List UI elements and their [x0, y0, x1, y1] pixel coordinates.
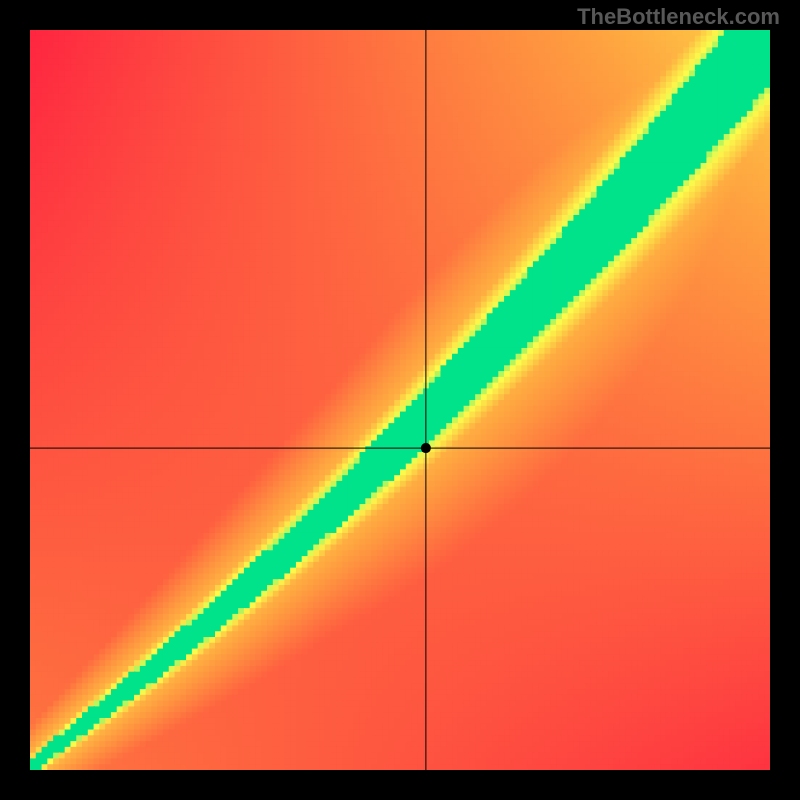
figure-root: TheBottleneck.com — [0, 0, 800, 800]
watermark-text: TheBottleneck.com — [577, 4, 780, 30]
plot-area — [30, 30, 770, 770]
heatmap-canvas — [30, 30, 770, 770]
